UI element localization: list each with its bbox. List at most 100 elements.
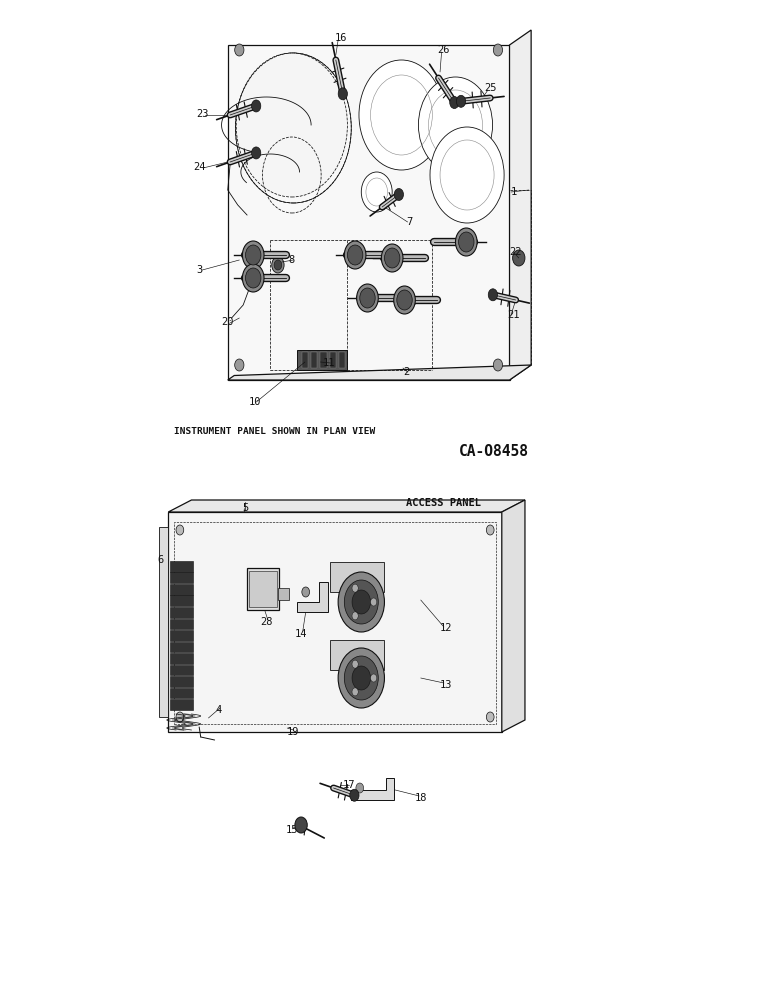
Circle shape xyxy=(242,264,264,292)
Text: 18: 18 xyxy=(415,793,427,803)
Polygon shape xyxy=(228,45,510,380)
Bar xyxy=(170,688,193,698)
Circle shape xyxy=(338,648,384,708)
Polygon shape xyxy=(502,500,525,732)
Bar xyxy=(170,642,193,652)
Text: 25: 25 xyxy=(484,83,496,93)
Circle shape xyxy=(486,712,494,722)
Circle shape xyxy=(347,245,363,265)
Bar xyxy=(278,588,290,600)
Text: 13: 13 xyxy=(440,680,452,690)
Circle shape xyxy=(459,232,474,252)
Text: 9: 9 xyxy=(411,297,417,307)
Circle shape xyxy=(302,587,310,597)
Circle shape xyxy=(418,77,493,173)
Circle shape xyxy=(493,359,503,371)
Text: 22: 22 xyxy=(510,247,522,257)
Text: 11: 11 xyxy=(323,358,335,368)
Polygon shape xyxy=(351,778,394,800)
Circle shape xyxy=(344,656,378,700)
Polygon shape xyxy=(168,512,502,732)
Circle shape xyxy=(338,88,347,100)
Polygon shape xyxy=(159,527,168,717)
Text: 16: 16 xyxy=(335,33,347,43)
Polygon shape xyxy=(228,365,531,380)
Text: 7: 7 xyxy=(406,217,412,227)
Circle shape xyxy=(371,598,377,606)
Circle shape xyxy=(381,244,403,272)
Circle shape xyxy=(176,712,184,722)
Text: ACCESS PANEL: ACCESS PANEL xyxy=(406,498,482,508)
Circle shape xyxy=(384,248,400,268)
Polygon shape xyxy=(168,500,525,512)
Bar xyxy=(330,640,384,670)
Circle shape xyxy=(493,44,503,56)
Text: 3: 3 xyxy=(196,265,202,275)
Circle shape xyxy=(274,260,282,270)
Circle shape xyxy=(360,288,375,308)
Text: 21: 21 xyxy=(507,310,520,320)
Circle shape xyxy=(350,789,359,801)
Circle shape xyxy=(513,250,525,266)
Circle shape xyxy=(352,590,371,614)
Circle shape xyxy=(245,245,261,265)
Circle shape xyxy=(352,660,358,668)
Circle shape xyxy=(176,525,184,535)
Bar xyxy=(170,699,193,710)
Polygon shape xyxy=(297,350,347,370)
Circle shape xyxy=(397,290,412,310)
Polygon shape xyxy=(297,582,328,612)
Bar xyxy=(170,676,193,687)
Circle shape xyxy=(352,612,358,620)
Circle shape xyxy=(456,95,466,107)
Text: 17: 17 xyxy=(343,780,355,790)
Circle shape xyxy=(394,188,404,200)
Text: 1: 1 xyxy=(510,187,516,197)
Circle shape xyxy=(486,525,494,535)
Text: 14: 14 xyxy=(295,629,307,639)
Text: 6: 6 xyxy=(157,555,164,565)
Circle shape xyxy=(252,100,261,112)
Circle shape xyxy=(338,572,384,632)
Circle shape xyxy=(450,97,459,109)
Text: 20: 20 xyxy=(222,317,234,327)
Bar xyxy=(170,619,193,629)
Text: 26: 26 xyxy=(437,45,449,55)
Text: 27: 27 xyxy=(459,235,471,245)
Circle shape xyxy=(488,289,497,301)
Text: 12: 12 xyxy=(440,623,452,633)
Text: 15: 15 xyxy=(286,825,298,835)
Bar xyxy=(170,665,193,675)
Bar xyxy=(170,653,193,664)
Polygon shape xyxy=(320,352,327,368)
Text: 19: 19 xyxy=(287,727,300,737)
Circle shape xyxy=(361,172,392,212)
Bar xyxy=(330,562,384,592)
Bar xyxy=(170,607,193,618)
Circle shape xyxy=(352,584,358,592)
Circle shape xyxy=(344,580,378,624)
Bar xyxy=(170,572,193,583)
Text: 10: 10 xyxy=(249,397,261,407)
Text: 28: 28 xyxy=(260,617,273,627)
Text: INSTRUMENT PANEL SHOWN IN PLAN VIEW: INSTRUMENT PANEL SHOWN IN PLAN VIEW xyxy=(174,428,375,436)
Circle shape xyxy=(352,688,358,696)
Text: 4: 4 xyxy=(215,705,222,715)
Circle shape xyxy=(235,359,244,371)
Bar xyxy=(170,584,193,595)
Bar xyxy=(170,630,193,641)
Circle shape xyxy=(356,783,364,793)
Circle shape xyxy=(394,286,415,314)
Circle shape xyxy=(295,817,307,833)
Circle shape xyxy=(272,257,284,273)
Text: 23: 23 xyxy=(196,109,208,119)
Circle shape xyxy=(235,44,244,56)
Circle shape xyxy=(371,674,377,682)
Circle shape xyxy=(357,284,378,312)
Polygon shape xyxy=(311,352,317,368)
Bar xyxy=(170,595,193,606)
Circle shape xyxy=(352,666,371,690)
Polygon shape xyxy=(302,352,308,368)
Polygon shape xyxy=(510,30,531,380)
Circle shape xyxy=(359,60,444,170)
